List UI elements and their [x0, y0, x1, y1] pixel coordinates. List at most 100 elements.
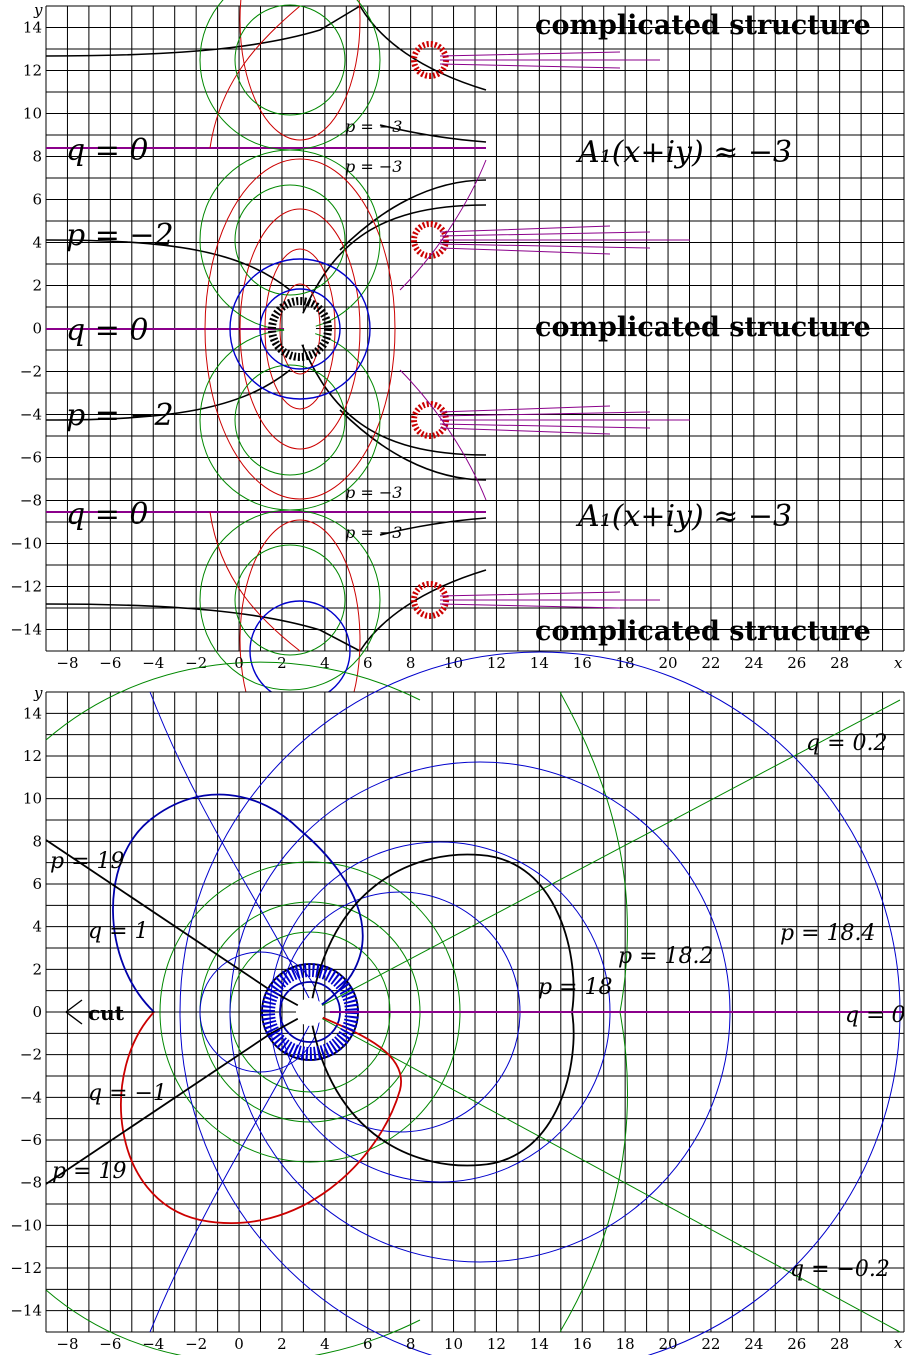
x-tick-label: 22 — [701, 1335, 720, 1353]
label-p-minus3-a: p = −3 — [345, 117, 402, 136]
y-tick-label: −10 — [10, 1216, 42, 1234]
y-tick-label: −2 — [20, 363, 42, 381]
top-panel: complicated structure complicated struct… — [10, 0, 905, 761]
y-tick-label: 2 — [32, 277, 42, 295]
y-tick-label: −8 — [20, 492, 42, 510]
x-tick-label: 0 — [234, 1335, 244, 1353]
x-tick-label: 10 — [444, 654, 463, 672]
x-tick-label: −6 — [99, 654, 121, 672]
label-p-minus3-d: p = −3 — [345, 523, 402, 542]
x-tick-label: 12 — [487, 1335, 506, 1353]
x-tick-label: 16 — [573, 1335, 592, 1353]
y-tick-label: 0 — [32, 1003, 42, 1021]
x-tick-label: 2 — [277, 1335, 287, 1353]
x-tick-label: 4 — [320, 654, 330, 672]
top-x-axis-name: x — [894, 654, 903, 672]
y-tick-label: −2 — [20, 1046, 42, 1064]
y-tick-label: 8 — [32, 148, 42, 166]
label-q0-upper: q = 0 — [66, 133, 149, 168]
x-tick-label: 8 — [406, 1335, 416, 1353]
x-tick-label: 28 — [830, 1335, 849, 1353]
x-tick-label: 28 — [830, 654, 849, 672]
bottom-x-axis-name: x — [894, 1334, 903, 1352]
bottom-axis-ticks: −8 −6 −4 −2 0 2 4 6 8 10 12 14 16 18 20 22 24 26 281412108… — [10, 704, 849, 1353]
label-q-minus-0.2: q = −0.2 — [790, 1257, 890, 1282]
top-red-curves — [204, 0, 396, 761]
x-tick-label: 14 — [530, 654, 549, 672]
y-tick-label: 6 — [32, 875, 42, 893]
y-tick-label: 4 — [32, 234, 42, 252]
label-a1-upper: A₁(x+iy) ≈ −3 — [575, 135, 792, 170]
y-tick-label: −6 — [20, 1131, 42, 1149]
label-p19-lower: p = 19 — [52, 1159, 127, 1184]
y-tick-label: 10 — [23, 105, 42, 123]
y-tick-label: 8 — [32, 832, 42, 850]
label-complicated-structure-2: complicated structure — [535, 312, 871, 343]
y-tick-label: −6 — [20, 449, 42, 467]
top-axis-ticks: −8 −6 −4 −2 0 2 4 6 8 10 12 14 16 18 20 22 24 26 281412108… — [10, 19, 849, 673]
top-green-curves — [199, 0, 381, 691]
top-y-axis-name: y — [33, 1, 43, 19]
top-labels: complicated structure complicated struct… — [66, 10, 871, 647]
y-tick-label: 6 — [32, 191, 42, 209]
bottom-panel: q = 0.2 q = −0.2 p = 19 p = 19 q = 1 q =… — [10, 651, 906, 1355]
label-a1-lower: A₁(x+iy) ≈ −3 — [575, 499, 792, 534]
x-tick-label: 8 — [406, 654, 416, 672]
x-tick-label: 18 — [616, 1335, 635, 1353]
label-complicated-structure-1: complicated structure — [535, 10, 871, 41]
label-p19-upper: p = 19 — [50, 849, 125, 874]
label-p18.4: p = 18.4 — [780, 921, 876, 946]
label-p-minus2-upper: p = −2 — [66, 218, 174, 253]
x-tick-label: 10 — [444, 1335, 463, 1353]
x-tick-label: 14 — [530, 1335, 549, 1353]
label-p18.2: p = 18.2 — [618, 944, 714, 969]
y-tick-label: −12 — [10, 578, 42, 596]
y-tick-label: −12 — [10, 1259, 42, 1277]
x-tick-label: 6 — [363, 654, 373, 672]
label-cut: cut — [88, 1001, 125, 1025]
x-tick-label: 22 — [701, 654, 720, 672]
x-tick-label: −4 — [142, 654, 164, 672]
label-p18: p = 18 — [538, 975, 613, 1000]
label-q1: q = 1 — [88, 919, 149, 944]
x-tick-label: −4 — [142, 1335, 164, 1353]
label-q0-mid: q = 0 — [66, 313, 149, 348]
label-q0-lower: q = 0 — [66, 497, 149, 532]
y-tick-label: −8 — [20, 1174, 42, 1192]
y-tick-label: −14 — [10, 1302, 42, 1320]
x-tick-label: 26 — [787, 654, 806, 672]
y-tick-label: 12 — [23, 747, 42, 765]
y-tick-label: −10 — [10, 535, 42, 553]
x-tick-label: 24 — [744, 1335, 763, 1353]
y-tick-label: 12 — [23, 62, 42, 80]
x-tick-label: −8 — [56, 654, 78, 672]
y-tick-label: 0 — [32, 320, 42, 338]
label-complicated-structure-3: complicated structure — [535, 616, 871, 647]
y-tick-label: 14 — [23, 704, 42, 722]
y-tick-label: −4 — [20, 1088, 42, 1106]
label-p-minus2-lower: p = −2 — [66, 398, 174, 433]
top-purple-fans — [399, 51, 690, 609]
label-p-minus3-c: p = −3 — [345, 483, 402, 502]
x-tick-label: 12 — [487, 654, 506, 672]
y-tick-label: 4 — [32, 918, 42, 936]
top-q0-lines — [46, 147, 486, 513]
label-q-minus1: q = −1 — [88, 1081, 167, 1106]
y-tick-label: 2 — [32, 960, 42, 978]
y-tick-label: 10 — [23, 790, 42, 808]
y-tick-label: −4 — [20, 406, 42, 424]
label-q-0.2: q = 0.2 — [806, 731, 888, 756]
x-tick-label: 6 — [363, 1335, 373, 1353]
label-p-minus3-b: p = −3 — [345, 157, 402, 176]
x-tick-label: 20 — [659, 1335, 678, 1353]
bottom-y-axis-name: y — [33, 684, 43, 702]
x-tick-label: 4 — [320, 1335, 330, 1353]
x-tick-label: 18 — [616, 654, 635, 672]
bottom-red-curves — [120, 1011, 402, 1224]
x-tick-label: 24 — [744, 654, 763, 672]
x-tick-label: 26 — [787, 1335, 806, 1353]
y-tick-label: −14 — [10, 621, 42, 639]
x-tick-label: 20 — [659, 654, 678, 672]
x-tick-label: 16 — [573, 654, 592, 672]
